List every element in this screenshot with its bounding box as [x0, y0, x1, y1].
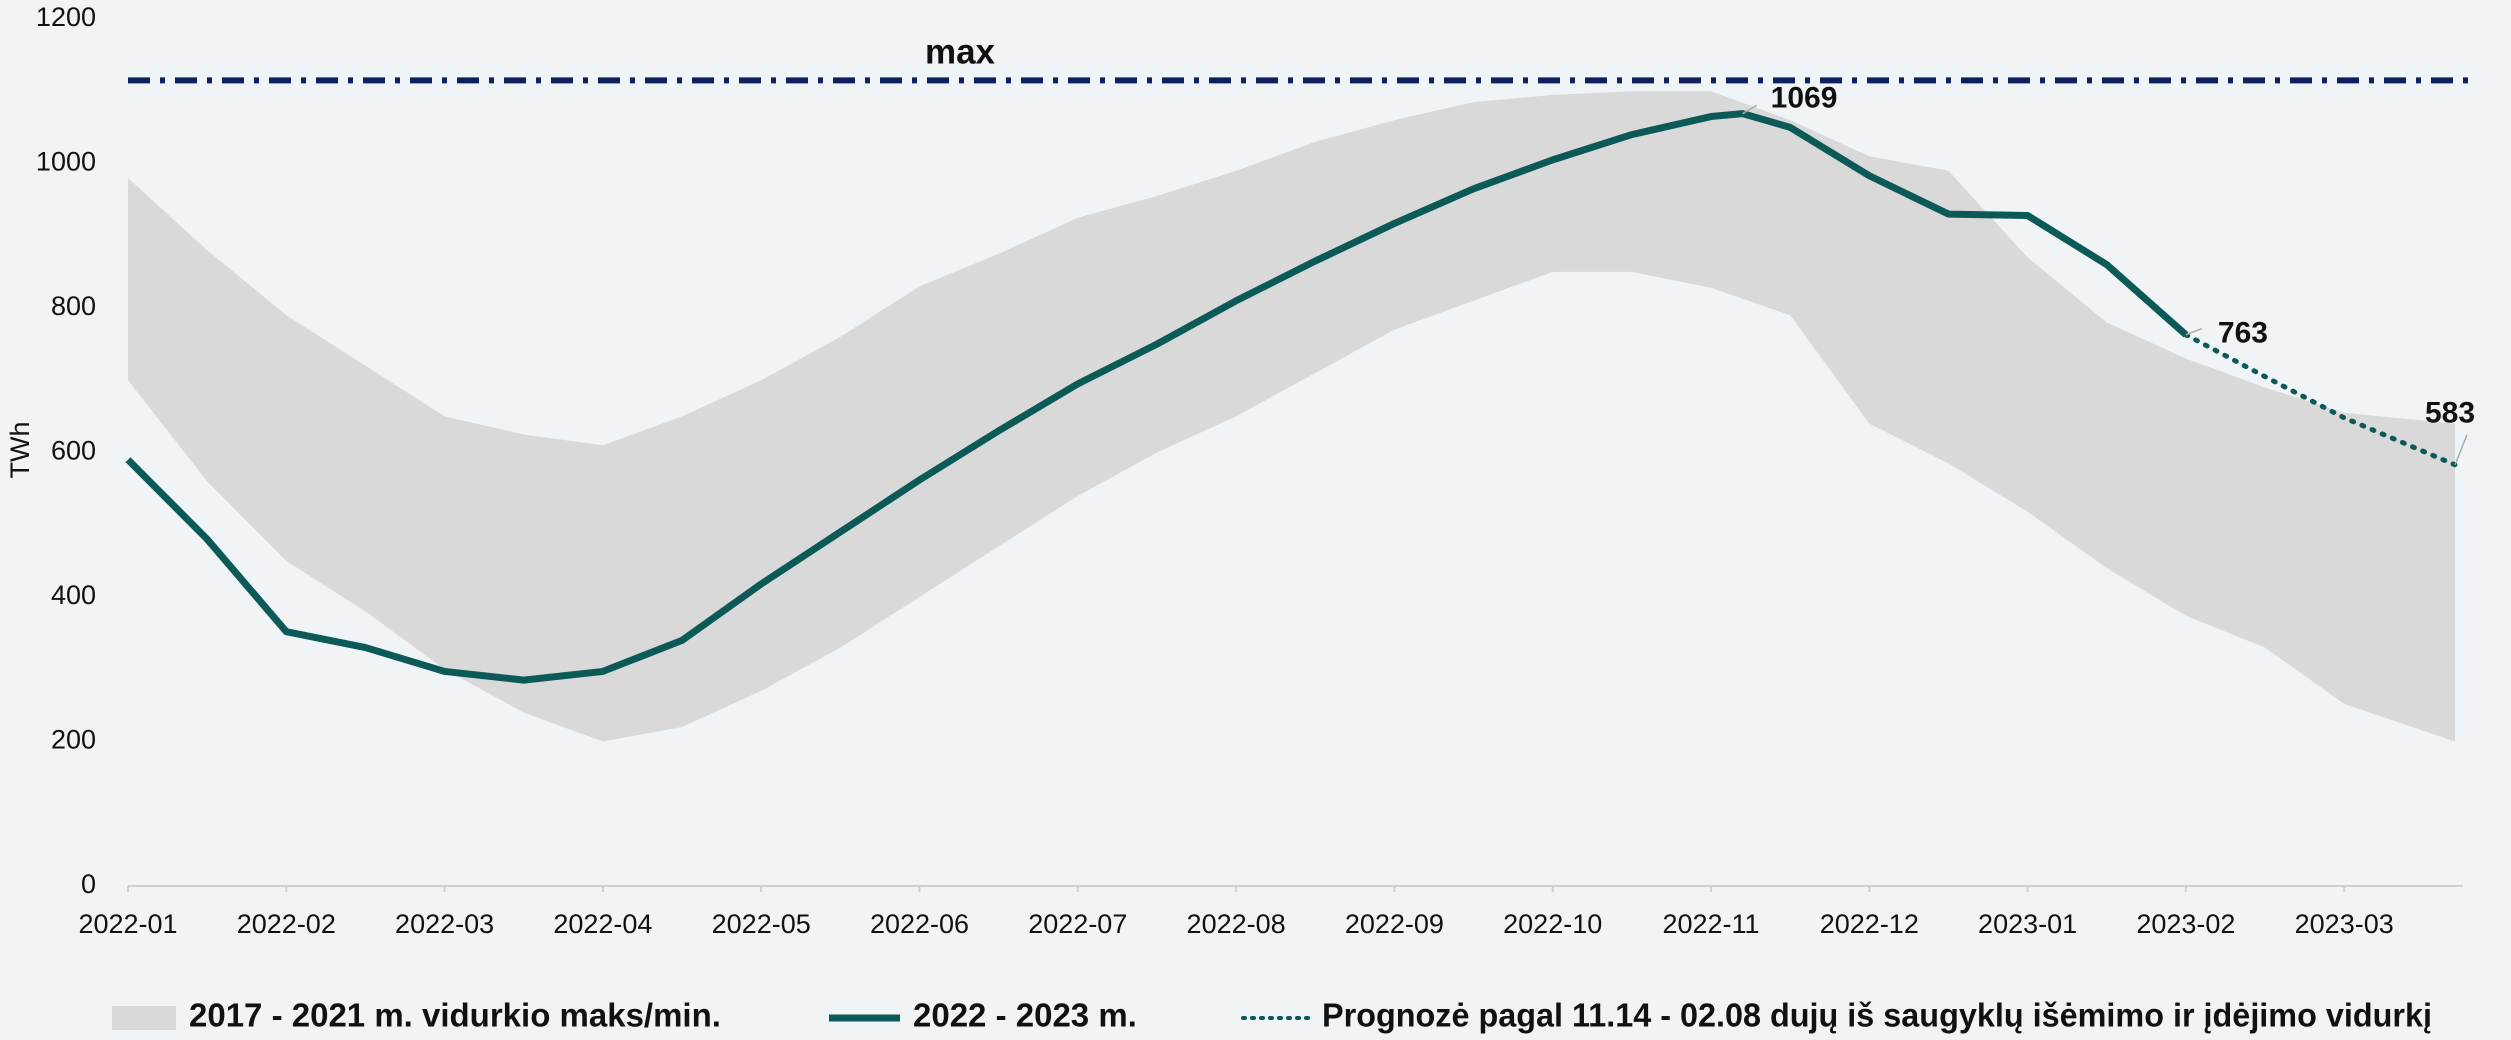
x-tick-label: 2022-11	[1662, 909, 1759, 939]
x-tick-label: 2022-01	[78, 909, 177, 939]
label-leader	[1742, 104, 1758, 115]
data-label: 583	[2425, 397, 2475, 430]
y-tick-label: 1200	[36, 2, 96, 32]
x-tick-label: 2023-03	[2295, 909, 2394, 939]
x-tick-label: 2023-01	[1978, 909, 2077, 939]
x-tick-label: 2022-08	[1187, 909, 1286, 939]
x-tick-label: 2022-06	[870, 909, 969, 939]
legend-label: 2017 - 2021 m. vidurkio maks/min.	[189, 997, 721, 1034]
x-tick-label: 2022-07	[1028, 909, 1127, 939]
x-tick-label: 2023-02	[2136, 909, 2235, 939]
x-tick-label: 2022-10	[1503, 909, 1602, 939]
x-tick-label: 2022-02	[237, 909, 336, 939]
forecast-line	[2183, 332, 2458, 468]
y-tick-label: 400	[51, 580, 96, 610]
x-tick-label: 2022-03	[395, 909, 494, 939]
y-tick-label: 0	[81, 869, 96, 899]
label-leader	[2185, 328, 2203, 336]
y-tick-label: 600	[51, 436, 96, 466]
max-label: max	[925, 33, 996, 72]
x-tick-label: 2022-09	[1345, 909, 1444, 939]
y-axis-label: TWh	[5, 422, 35, 479]
range-band	[128, 91, 2456, 742]
x-tick-label: 2022-05	[712, 909, 811, 939]
label-leader	[2454, 434, 2468, 466]
y-tick-label: 1000	[36, 147, 96, 177]
data-line	[125, 110, 2189, 684]
data-label: 763	[2218, 317, 2268, 350]
y-tick-label: 800	[51, 291, 96, 321]
data-label: 1069	[1771, 82, 1838, 115]
legend-label: Prognozė pagal 11.14 - 02.08 dujų iš sau…	[1322, 997, 2432, 1034]
legend-swatch	[112, 1006, 176, 1030]
y-tick-label: 200	[51, 725, 96, 755]
x-tick-label: 2022-12	[1820, 909, 1919, 939]
x-tick-label: 2022-04	[553, 909, 652, 939]
legend-label: 2022 - 2023 m.	[913, 997, 1137, 1034]
